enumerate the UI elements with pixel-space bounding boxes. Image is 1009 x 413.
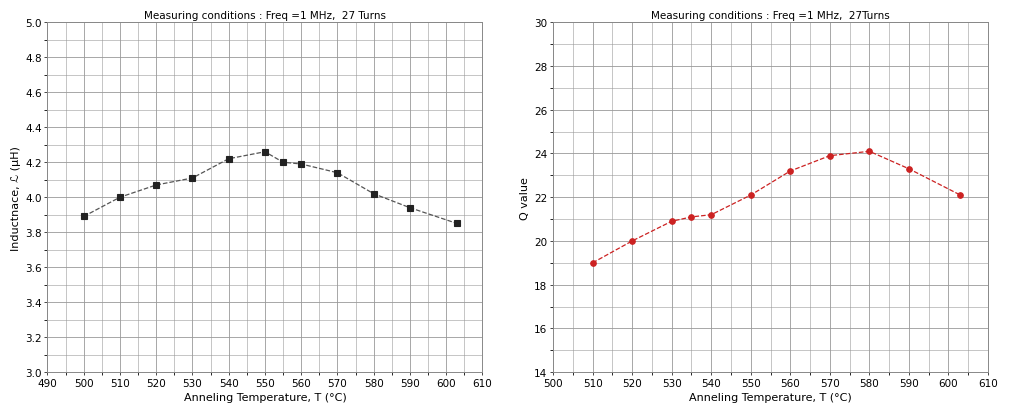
Title: Measuring conditions : Freq =1 MHz,  27 Turns: Measuring conditions : Freq =1 MHz, 27 T… [144,11,385,21]
X-axis label: Anneling Temperature, T (°C): Anneling Temperature, T (°C) [184,392,346,402]
X-axis label: Anneling Temperature, T (°C): Anneling Temperature, T (°C) [689,392,852,402]
Title: Measuring conditions : Freq =1 MHz,  27Turns: Measuring conditions : Freq =1 MHz, 27Tu… [651,11,890,21]
Y-axis label: Q value: Q value [520,176,530,219]
Y-axis label: Inductnace, ℒ (μH): Inductnace, ℒ (μH) [11,145,21,250]
